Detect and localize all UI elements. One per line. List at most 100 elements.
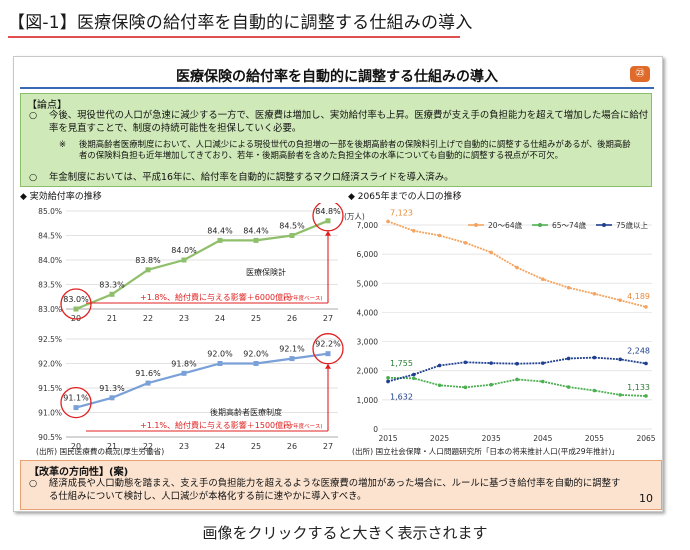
- data-point: [109, 291, 115, 297]
- end-value-label: 2,248: [627, 346, 650, 355]
- data-label: 84.4%: [207, 226, 233, 235]
- data-point: [253, 361, 259, 366]
- data-point: [644, 394, 648, 398]
- x-tick-label: 22: [143, 314, 153, 323]
- y-tick-label: 90.5%: [38, 433, 62, 442]
- data-point: [145, 380, 151, 386]
- x-tick-label: 23: [179, 314, 189, 323]
- data-point: [463, 360, 468, 365]
- annotation-note: (27年度ベース): [284, 294, 323, 302]
- bullet-mark: ○: [29, 172, 38, 183]
- x-tick-label: 26: [287, 314, 297, 323]
- legend-label: 65～74歳: [552, 220, 587, 230]
- data-point: [566, 356, 571, 361]
- data-point: [253, 237, 259, 243]
- data-point: [644, 305, 648, 309]
- series-name-label: 後期高齢者医療制度: [210, 407, 282, 417]
- y-tick-label: 5,000: [357, 279, 379, 288]
- data-point: [463, 240, 468, 245]
- data-point: [618, 393, 622, 397]
- x-tick-label: 2025: [430, 434, 449, 443]
- series-name-label: 医療保険計: [246, 267, 286, 277]
- data-point: [541, 277, 545, 282]
- annotation-text: +1.8%、給付費に与える影響＋6000億円: [140, 292, 291, 302]
- data-point: [386, 379, 390, 384]
- data-label: 92.1%: [279, 345, 305, 354]
- y-tick-label: 3,000: [357, 338, 379, 347]
- data-point: [217, 361, 223, 366]
- y-tick-label: 83.0%: [38, 305, 62, 314]
- data-point: [515, 265, 519, 270]
- data-point: [644, 361, 648, 366]
- x-tick-label: 23: [179, 442, 189, 451]
- data-point: [566, 285, 571, 290]
- figure-title: 【図-1】医療保険の給付率を自動的に調整する仕組みの導入: [8, 13, 473, 33]
- y-tick-label: 91.5%: [38, 384, 62, 393]
- data-label: 83.0%: [63, 295, 89, 304]
- x-tick-label: 2065: [636, 434, 655, 443]
- data-point: [73, 405, 79, 411]
- data-point: [489, 250, 493, 255]
- x-tick-label: 25: [251, 442, 261, 451]
- data-label: 84.8%: [315, 207, 341, 216]
- slide-image[interactable]: 医療保険の給付率を自動的に調整する仕組みの導入 ㉓ 【論点】 ○ 今後、現役世代…: [13, 56, 663, 512]
- point-2-text: 年金制度においては、平成16年に、給付率を自動的に調整するマクロ経済スライドを導…: [49, 172, 454, 183]
- x-tick-label: 2015: [378, 434, 397, 443]
- y-tick-label: 1,000: [357, 396, 379, 405]
- slide-title: 医療保険の給付率を自動的に調整する仕組みの導入: [176, 69, 498, 85]
- data-point: [592, 388, 597, 393]
- x-tick-label: 21: [107, 442, 117, 451]
- series-line: [387, 220, 647, 308]
- data-point: [325, 351, 331, 357]
- series-line: [75, 219, 329, 311]
- y-tick-label: 84.0%: [38, 256, 62, 265]
- x-tick-label: 21: [107, 314, 117, 323]
- data-point: [463, 385, 468, 390]
- data-point: [437, 363, 442, 368]
- chart-population: (万人) 0 1,000 2,000 3,000 4,000 5,000 6,000 7,000…: [344, 208, 656, 443]
- y-tick-label: 7,000: [357, 221, 379, 230]
- x-tick-label: 2035: [482, 434, 501, 443]
- annotation-text: +1.1%、給付費に与える影響＋1500億円: [140, 420, 291, 430]
- data-point: [325, 218, 331, 224]
- y-tick-label: 6,000: [357, 250, 379, 259]
- data-point: [412, 229, 416, 233]
- legend-marker: [602, 223, 606, 227]
- data-label: 91.3%: [99, 384, 125, 393]
- y-tick-label: 4,000: [357, 308, 379, 317]
- point-1: ○ 今後、現役世代の人口が急速に減少する一方で、医療費は増加し、実効給付率も上昇…: [29, 109, 649, 137]
- left-chart-title: ◆ 実効給付率の推移: [20, 192, 102, 202]
- data-point: [489, 361, 493, 365]
- y-tick-label: 2,000: [357, 367, 379, 376]
- data-point: [592, 355, 597, 360]
- right-source: (出所) 国立社会保障・人口問題研究所「日本の将来推計人口(平成29年推計)」: [352, 447, 619, 456]
- data-point: [109, 395, 115, 401]
- data-point: [541, 361, 545, 365]
- data-point: [217, 237, 223, 243]
- slide-badge: ㉓: [630, 66, 650, 82]
- data-point: [515, 377, 519, 382]
- y-tick-label: 91.0%: [38, 409, 62, 418]
- start-value-label: 1,632: [390, 392, 413, 401]
- bullet-mark: ○: [29, 110, 38, 121]
- data-label: 92.0%: [243, 350, 269, 359]
- data-point: [618, 357, 622, 362]
- arrowhead: [325, 363, 331, 369]
- legend-label: 20～64歳: [488, 220, 523, 230]
- start-value-label: 7,123: [390, 208, 413, 217]
- reform-direction-box: 【改革の方向性】(案) ○ 経済成長や人口動態を踏まえ、支え手の負担能力を超える…: [20, 460, 662, 510]
- x-tick-label: 27: [323, 442, 333, 451]
- legend-marker: [474, 223, 478, 227]
- highlight-circle: [60, 386, 92, 419]
- x-tick-label: 22: [143, 442, 153, 451]
- end-value-label: 1,133: [627, 383, 650, 392]
- click-to-enlarge-caption[interactable]: 画像をクリックすると大きく表示されます: [202, 524, 488, 542]
- y-tick-label: 92.5%: [38, 335, 62, 344]
- annotation-note: (27年度ベース): [284, 422, 323, 430]
- data-point: [73, 306, 79, 312]
- data-point: [437, 233, 442, 238]
- data-point: [412, 372, 416, 377]
- data-label: 84.5%: [279, 222, 305, 231]
- x-tick-label: 20: [71, 442, 81, 451]
- data-point: [566, 385, 571, 389]
